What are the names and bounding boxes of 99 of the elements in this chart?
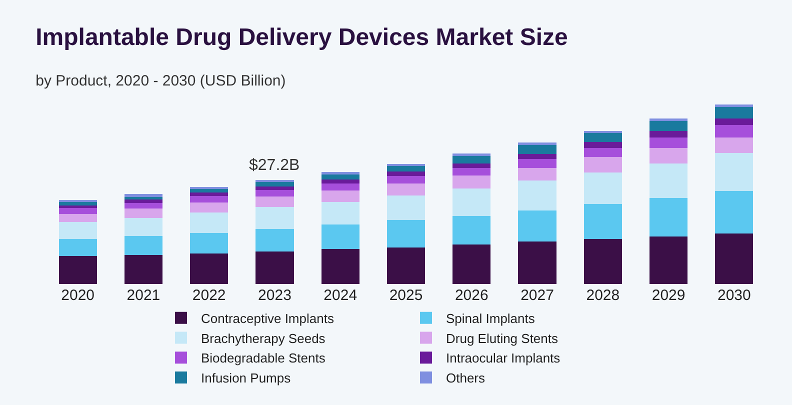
bar bbox=[256, 186, 294, 190]
bar bbox=[256, 228, 294, 252]
bar bbox=[190, 196, 228, 202]
bar bbox=[321, 202, 360, 224]
legend-label: Intraocular Implants bbox=[446, 350, 561, 366]
bar bbox=[124, 194, 162, 197]
bar bbox=[386, 220, 426, 248]
bar bbox=[321, 224, 360, 249]
bar bbox=[650, 120, 688, 131]
bar bbox=[584, 204, 622, 239]
bar bbox=[518, 210, 556, 242]
bar bbox=[190, 232, 228, 254]
bar bbox=[518, 154, 556, 159]
bar bbox=[256, 207, 294, 229]
bar bbox=[584, 148, 622, 158]
bar bbox=[58, 205, 97, 208]
bar bbox=[715, 152, 754, 191]
bar bbox=[124, 208, 162, 218]
legend-label: Spinal Implants bbox=[446, 310, 536, 326]
bar bbox=[715, 234, 754, 284]
bar bbox=[58, 208, 97, 214]
bar bbox=[190, 188, 228, 192]
bar bbox=[256, 190, 294, 197]
bar bbox=[58, 256, 97, 284]
bar bbox=[452, 188, 491, 216]
bar bbox=[321, 248, 360, 284]
x-tick-label: 2021 bbox=[126, 287, 160, 304]
legend-label: Drug Eluting Stents bbox=[446, 330, 559, 346]
x-tick-label: 2027 bbox=[520, 287, 554, 304]
x-tick-label: 2020 bbox=[61, 287, 95, 304]
bar bbox=[650, 164, 688, 198]
x-tick-label: 2030 bbox=[717, 287, 751, 304]
bar bbox=[650, 236, 688, 284]
bar bbox=[386, 247, 426, 284]
chart-subtitle: by Product, 2020 - 2030 (USD Billion) bbox=[36, 72, 286, 90]
bar bbox=[58, 214, 97, 222]
bar bbox=[715, 104, 754, 107]
bar bbox=[386, 183, 426, 196]
bar bbox=[321, 180, 360, 184]
x-tick-label: 2026 bbox=[454, 287, 488, 304]
bar bbox=[518, 168, 556, 181]
bar bbox=[386, 176, 426, 184]
bar bbox=[650, 137, 688, 148]
x-tick-label: 2025 bbox=[389, 287, 423, 304]
x-tick-label: 2029 bbox=[652, 287, 686, 304]
bar bbox=[321, 174, 360, 180]
bar bbox=[124, 255, 162, 284]
bar bbox=[386, 166, 426, 172]
bar bbox=[58, 238, 97, 256]
bar bbox=[190, 192, 228, 196]
legend-label: Contraceptive Implants bbox=[201, 310, 334, 326]
bar bbox=[124, 218, 162, 236]
x-tick-label: 2024 bbox=[324, 287, 358, 304]
bar bbox=[124, 236, 162, 256]
legend-label: Others bbox=[446, 370, 486, 386]
legend-label: Biodegradable Stents bbox=[201, 350, 326, 366]
bar bbox=[584, 132, 622, 142]
bar bbox=[584, 157, 622, 173]
bar bbox=[650, 130, 688, 138]
bar bbox=[190, 212, 228, 233]
legend-label: Infusion Pumps bbox=[201, 370, 292, 386]
bar bbox=[386, 195, 426, 220]
chart-title: Implantable Drug Delivery Devices Market Size bbox=[36, 24, 568, 52]
bar bbox=[452, 244, 491, 284]
bar bbox=[715, 125, 754, 138]
bar bbox=[190, 253, 228, 284]
bar bbox=[321, 183, 360, 191]
bar bbox=[518, 158, 556, 168]
x-tick-label: 2023 bbox=[258, 287, 292, 304]
bar bbox=[715, 190, 754, 234]
bar bbox=[584, 142, 622, 148]
bar bbox=[715, 137, 754, 153]
bar bbox=[584, 172, 622, 204]
annotation: $27.2B bbox=[249, 157, 300, 174]
bar bbox=[256, 182, 294, 186]
bar bbox=[650, 148, 688, 164]
bar bbox=[452, 175, 491, 189]
bar bbox=[452, 164, 491, 168]
bar bbox=[518, 180, 556, 211]
bar bbox=[452, 153, 491, 156]
x-tick-label: 2022 bbox=[192, 287, 226, 304]
bar bbox=[452, 216, 491, 244]
bar bbox=[124, 202, 162, 209]
bar bbox=[124, 199, 162, 203]
bar bbox=[584, 238, 622, 284]
bar bbox=[256, 196, 294, 208]
bar bbox=[58, 222, 97, 239]
legend-label: Brachytherapy Seeds bbox=[201, 330, 326, 346]
bar bbox=[321, 190, 360, 202]
bar bbox=[715, 118, 754, 126]
bar bbox=[518, 242, 556, 284]
bar bbox=[190, 202, 228, 212]
bar bbox=[256, 252, 294, 284]
bar bbox=[386, 171, 426, 176]
bar bbox=[58, 202, 97, 206]
bar bbox=[452, 168, 491, 176]
bar bbox=[650, 198, 688, 236]
bar bbox=[715, 106, 754, 118]
x-tick-label: 2028 bbox=[586, 287, 620, 304]
